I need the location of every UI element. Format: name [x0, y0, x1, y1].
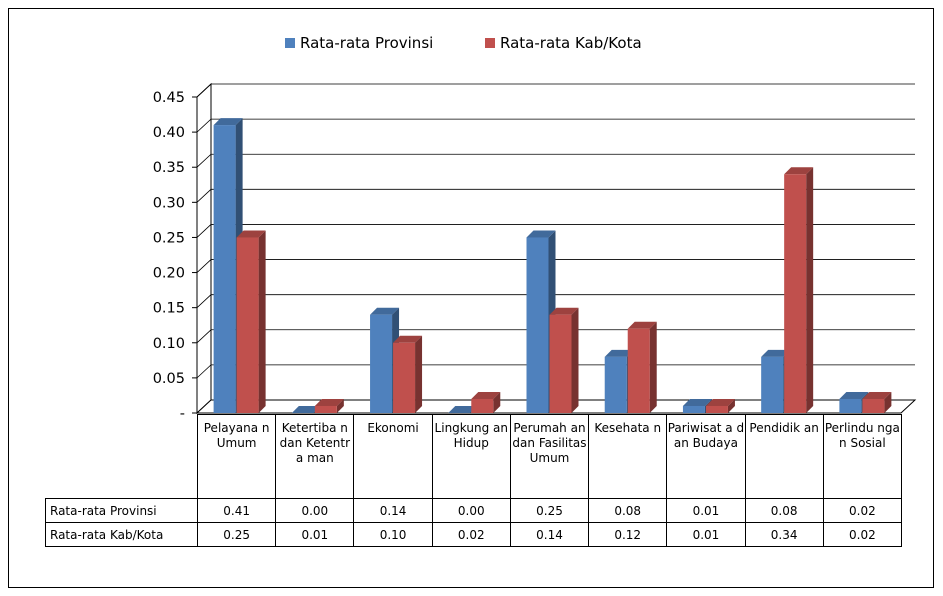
gridline: [196, 364, 915, 379]
category-label: Lingkung an Hidup: [431, 414, 511, 499]
bar-kabkota-4: [471, 391, 501, 413]
y-tick-label: 0.40: [153, 125, 185, 141]
data-label: 0.34: [744, 522, 824, 547]
y-tick-label: 0.35: [153, 160, 185, 176]
y-tick-label: 0.05: [153, 371, 185, 387]
gridline: [196, 224, 915, 238]
gridline: [196, 329, 915, 344]
data-table: Pelayana n Umum Ketertiba n dan Ketentra …: [45, 414, 902, 547]
y-tick-label: 0.20: [153, 266, 185, 282]
legend-label-2: Rata-rata Kab/Kota: [500, 34, 642, 52]
data-label: 0.12: [588, 522, 668, 547]
data-label: 0.00: [275, 498, 355, 523]
category-label: Perumah an dan Fasilitas Umum: [509, 414, 590, 499]
gridline: [196, 83, 915, 98]
gridline: [196, 294, 915, 308]
category-label: Kesehata n: [588, 414, 668, 499]
bar-kabkota-3: [393, 335, 423, 413]
bar-kabkota-2: [314, 398, 344, 413]
table-row: Rata-rata Provinsi 0.41 0.00 0.14 0.00 0.25 0.…: [45, 498, 902, 523]
category-label: Ekonomi: [353, 414, 433, 499]
gridline: [196, 188, 915, 203]
data-label: 0.02: [822, 498, 902, 523]
data-label: 0.02: [822, 522, 902, 547]
bar-kabkota-8: [784, 167, 814, 413]
y-tick-label: 0.45: [153, 90, 185, 106]
category-row: Pelayana n Umum Ketertiba n dan Ketentra …: [45, 414, 902, 499]
side-wall: [196, 82, 212, 415]
gridline: [196, 153, 915, 168]
data-label: 0.08: [744, 498, 824, 523]
bar-kabkota-7: [705, 398, 735, 413]
y-tick-label: 0.15: [153, 301, 185, 317]
category-label: Pendidik an: [744, 414, 824, 499]
chart-frame: - 0.05 0.10 0.15 0.20 0.25 0.30 0.35 0.40 0.45 Rat…: [8, 8, 934, 588]
data-label: 0.02: [431, 522, 511, 547]
bar-kabkota-6: [627, 321, 657, 413]
table-row: Rata-rata Kab/Kota 0.25 0.01 0.10 0.02 0.14 0.…: [45, 522, 902, 547]
data-label: 0.08: [588, 498, 668, 523]
legend-label-1: Rata-rata Provinsi: [300, 34, 433, 52]
bar-kabkota-5: [549, 307, 579, 413]
data-label: 0.01: [275, 522, 355, 547]
gridline: [196, 259, 915, 273]
series-label: Rata-rata Provinsi: [45, 498, 198, 523]
data-label: 0.25: [196, 522, 277, 547]
y-tick-label: -: [180, 406, 185, 422]
legend-swatch-1: [285, 38, 295, 48]
data-label: 0.14: [353, 498, 433, 523]
legend-swatch-2: [485, 38, 495, 48]
data-label: 0.25: [509, 498, 590, 523]
data-label: 0.01: [666, 498, 746, 523]
bar-provinsi-4: [448, 406, 478, 413]
bar-provinsi-2: [291, 406, 321, 413]
series-label: Rata-rata Kab/Kota: [45, 522, 198, 547]
data-label: 0.01: [666, 522, 746, 547]
y-tick-label: 0.25: [153, 230, 185, 246]
data-label: 0.10: [353, 522, 433, 547]
table-corner: [45, 414, 198, 499]
category-label: Perlindu ngan Sosial: [822, 414, 902, 499]
y-tick-label: 0.10: [153, 336, 185, 352]
chart-plot: - 0.05 0.10 0.15 0.20 0.25 0.30 0.35 0.40 0.45 Rat…: [153, 34, 917, 422]
data-label: 0.41: [196, 498, 277, 523]
gridline: [196, 118, 915, 133]
category-label: Pelayana n Umum: [196, 414, 277, 499]
data-label: 0.14: [509, 522, 590, 547]
category-label: Ketertiba n dan Ketentra man: [275, 414, 355, 499]
category-label: Pariwisat a dan Budaya: [666, 414, 746, 499]
data-label: 0.00: [431, 498, 511, 523]
bar-kabkota-1: [236, 230, 266, 413]
bar-kabkota-9: [862, 391, 892, 413]
y-tick-label: 0.30: [153, 195, 185, 211]
